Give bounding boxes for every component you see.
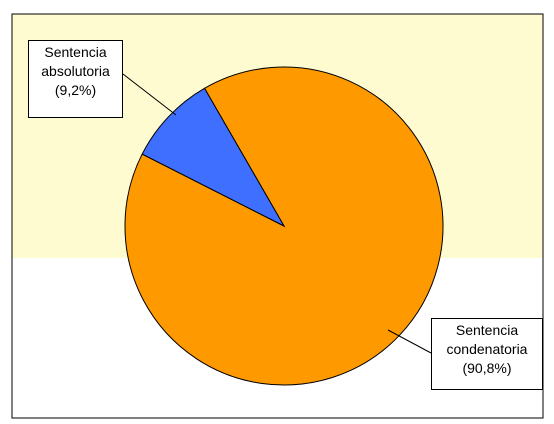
plot-frame: [11, 13, 544, 419]
slice-label-absolutoria: Sentencia absolutoria (9,2%): [28, 40, 123, 118]
slice-label-absolutoria-line1: Sentencia: [44, 44, 107, 60]
slice-label-condenatoria-pct: (90,8%): [462, 360, 512, 376]
leader-line-absolutoria: [122, 73, 177, 116]
slice-label-absolutoria-pct: (9,2%): [54, 82, 97, 98]
pie-slice-absolutoria: [141, 87, 286, 228]
slice-label-condenatoria-line2: condenatoria: [446, 341, 528, 357]
slice-label-condenatoria-line1: Sentencia: [455, 322, 519, 338]
leader-line-condenatoria: [387, 329, 432, 354]
slice-label-absolutoria-line2: absolutoria: [41, 63, 110, 79]
slice-label-condenatoria: Sentencia condenatoria (90,8%): [431, 318, 543, 390]
